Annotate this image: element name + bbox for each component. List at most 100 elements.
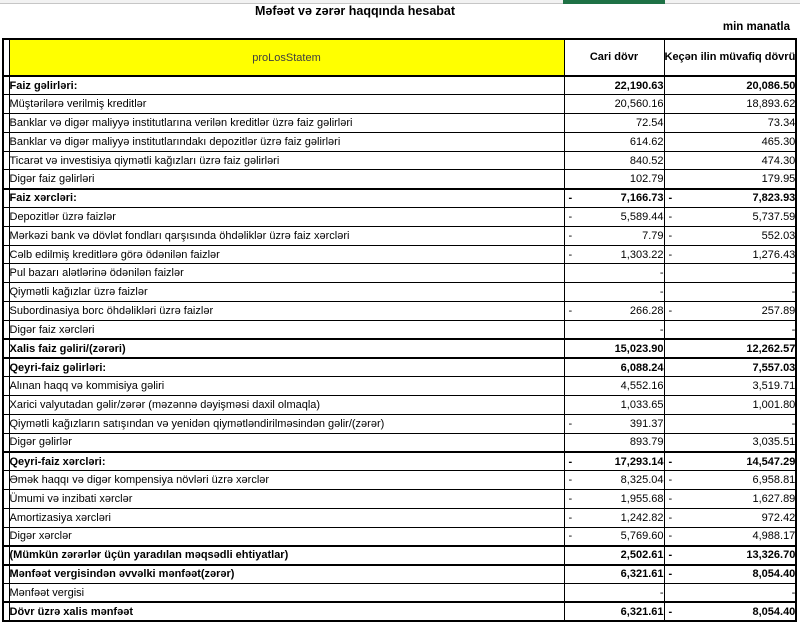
header-label-cell: proLosStatem bbox=[8, 38, 565, 77]
row-label: Xarici valyutadan gəlir/zərər (məzənnə d… bbox=[8, 395, 565, 415]
value-previous-period: 179.95 bbox=[663, 169, 797, 190]
table-row: Amortizasiya xərcləri -1,242.82-972.42 bbox=[2, 507, 797, 528]
negative-sign: - bbox=[568, 492, 573, 505]
negative-sign: - bbox=[668, 210, 673, 223]
header-current-period: Cari dövr bbox=[563, 38, 665, 77]
negative-sign: - bbox=[568, 210, 573, 223]
value-current-period: - 7.79 bbox=[563, 225, 665, 246]
value-current-period: - 266.28 bbox=[563, 301, 665, 321]
row-label: Depozitlər üzrə faizlər bbox=[8, 207, 565, 227]
negative-sign: - bbox=[668, 492, 673, 505]
cell-value: 8,325.04 bbox=[620, 474, 664, 487]
negative-sign: - bbox=[568, 455, 573, 468]
cell-value: 840.52 bbox=[629, 154, 664, 167]
cell-value: 1,303.22 bbox=[620, 248, 664, 261]
negative-sign: - bbox=[568, 417, 573, 430]
value-current-period: - bbox=[563, 583, 665, 603]
negative-sign: - bbox=[568, 192, 573, 205]
negative-sign: - bbox=[668, 511, 673, 524]
row-label: Pul bazarı alətlərinə ödənilən faizlər bbox=[8, 263, 565, 284]
cell-value: 7.79 bbox=[642, 229, 664, 242]
value-previous-period: 18,893.62 bbox=[663, 94, 797, 115]
value-current-period: 20,560.16 bbox=[563, 94, 665, 115]
cell-value: 893.79 bbox=[629, 436, 664, 449]
table-row: Qiymətli kağızlar üzrə faizlər - - bbox=[2, 282, 797, 303]
cell-value: 3,035.51 bbox=[752, 436, 796, 449]
table-row: Digər faiz gəlirləri 102.79 179.95 bbox=[2, 169, 797, 190]
table-row: Cəlb edilmiş kreditlərə görə ödənilən fa… bbox=[2, 244, 797, 265]
cell-value: 2,502.61 bbox=[620, 549, 664, 562]
cell-value: 5,769.60 bbox=[620, 530, 664, 543]
row-label: Dövr üzrə xalis mənfəət bbox=[8, 601, 565, 622]
value-previous-period: 12,262.57 bbox=[663, 338, 797, 359]
table-row: Banklar və digər maliyyə institutlarına … bbox=[2, 113, 797, 133]
table-row: Dövr üzrə xalis mənfəət 6,321.61- 8,054.40 bbox=[2, 601, 797, 622]
value-current-period: - 7,166.73 bbox=[563, 187, 665, 209]
cell-value: - bbox=[791, 267, 796, 280]
cell-value: 614.62 bbox=[629, 135, 664, 148]
row-label: Ticarət və investisiya qiymətli kağızlar… bbox=[8, 150, 565, 171]
page-title: Məfəət və zərər haqqında hesabat bbox=[254, 4, 456, 18]
excel-selection-bar bbox=[563, 0, 665, 4]
negative-sign: - bbox=[668, 248, 673, 261]
cell-value: 22,190.63 bbox=[614, 79, 664, 92]
cell-value: 972.42 bbox=[761, 511, 796, 524]
cell-value: 20,086.50 bbox=[746, 79, 796, 92]
value-current-period: 6,321.61 bbox=[563, 601, 665, 622]
table-row: Qeyri-faiz xərcləri: -17,293.14-14,547.29 bbox=[2, 450, 797, 472]
value-current-period: 614.62 bbox=[563, 131, 665, 152]
cell-value: - bbox=[791, 586, 796, 599]
cell-value: 8,054.40 bbox=[752, 605, 796, 618]
value-current-period: - 1,303.22 bbox=[563, 244, 665, 265]
table-row: Qeyri-faiz gəlirləri: 6,088.24 7,557.03 bbox=[2, 356, 797, 378]
value-previous-period: - 8,054.40 bbox=[663, 601, 797, 622]
table-row: Pul bazarı alətlərinə ödənilən faizlər - - bbox=[2, 263, 797, 284]
value-current-period: 893.79 bbox=[563, 432, 665, 453]
cell-value: 3,519.71 bbox=[752, 380, 796, 393]
cell-value: 552.03 bbox=[761, 229, 796, 242]
cell-value: 6,321.61 bbox=[620, 605, 664, 618]
cell-value: 1,627.89 bbox=[752, 492, 796, 505]
cell-value: 391.37 bbox=[629, 417, 664, 430]
cell-value: 18,893.62 bbox=[746, 98, 796, 111]
table-row: Xalis faiz gəliri/(zərəri) 15,023.90 12,26… bbox=[2, 338, 797, 359]
row-label: Mənfəət vergisindən əvvəlki mənfəət(zərə… bbox=[8, 563, 565, 585]
value-previous-period: - 7,823.93 bbox=[663, 187, 797, 209]
value-current-period: 72.54 bbox=[563, 113, 665, 133]
cell-value: - bbox=[791, 417, 796, 430]
row-label: Mənfəət vergisi bbox=[8, 583, 565, 603]
table-row: Mənfəət vergisindən əvvəlki mənfəət(zərə… bbox=[2, 563, 797, 585]
value-current-period: 1,033.65 bbox=[563, 395, 665, 415]
table-header-row: proLosStatem Cari dövr Keçən ilin müvafi… bbox=[2, 38, 797, 77]
cell-value: - bbox=[659, 286, 664, 299]
cell-value: 7,557.03 bbox=[752, 361, 796, 374]
negative-sign: - bbox=[568, 229, 573, 242]
row-label: Qiymətli kağızların satışından və yenidə… bbox=[8, 413, 565, 434]
value-previous-period: 20,086.50 bbox=[663, 75, 797, 96]
table-row: Digər gəlirlər 893.79 3,035.51 bbox=[2, 432, 797, 453]
cell-value: 266.28 bbox=[629, 304, 664, 317]
cell-value: 179.95 bbox=[761, 173, 796, 186]
row-label: (Mümkün zərərlər üçün yaradılan məqsədli… bbox=[8, 544, 565, 566]
negative-sign: - bbox=[668, 549, 673, 562]
cell-value: 6,958.81 bbox=[752, 474, 796, 487]
cell-value: 1,001.80 bbox=[752, 398, 796, 411]
value-current-period: 2,502.61 bbox=[563, 544, 665, 566]
row-label: Müştərilərə verilmiş kreditlər bbox=[8, 94, 565, 115]
table-row: Qiymətli kağızların satışından və yenidə… bbox=[2, 413, 797, 434]
value-previous-period: - bbox=[663, 263, 797, 284]
cell-value: 4,988.17 bbox=[752, 530, 796, 543]
cell-value: 102.79 bbox=[629, 173, 664, 186]
value-previous-period: - 14,547.29 bbox=[663, 450, 797, 472]
table-row: Digər faiz xərcləri - - bbox=[2, 319, 797, 340]
value-previous-period: - bbox=[663, 583, 797, 603]
negative-sign: - bbox=[668, 229, 673, 242]
value-previous-period: - 6,958.81 bbox=[663, 470, 797, 491]
row-label: Digər gəlirlər bbox=[8, 432, 565, 453]
table-body: Faiz gəlirləri: 22,190.63 20,086.50 Müştəri… bbox=[2, 75, 797, 622]
value-current-period: 6,321.61 bbox=[563, 563, 665, 585]
value-current-period: - 1,955.68 bbox=[563, 489, 665, 509]
cell-value: 15,023.90 bbox=[614, 342, 664, 355]
value-current-period: - bbox=[563, 282, 665, 303]
row-label: Mərkəzi bank və dövlət fondları qarşısın… bbox=[8, 225, 565, 246]
